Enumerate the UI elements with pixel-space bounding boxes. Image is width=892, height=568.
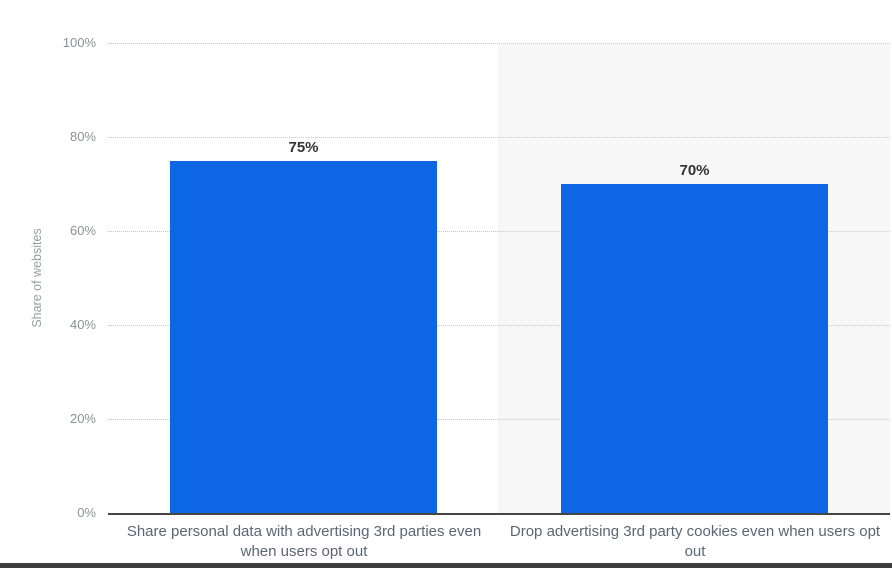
bar-column: 75% [170,43,437,513]
bar[interactable] [561,184,828,513]
gridline [108,325,890,326]
x-category-label: Drop advertising 3rd party cookies even … [509,523,881,560]
gridline [108,43,890,44]
bar-value-label: 75% [288,138,319,156]
y-tick-label: 80% [69,129,96,144]
y-tick-label: 0% [77,505,96,520]
gridline [108,419,890,420]
plot-area: 75% 70% Share personal data with adverti… [108,43,890,560]
y-tick-label: 40% [69,317,96,332]
y-tick-label: 100% [62,35,96,50]
gridline [108,231,890,232]
y-axis-title: Share of websites [30,228,44,328]
bar-value-label: 70% [679,162,710,179]
y-tick-label: 20% [69,411,96,426]
y-tick-label: 60% [69,223,96,238]
x-category-label: Share personal data with advertising 3rd… [126,523,482,560]
bar[interactable] [170,160,437,513]
gridline [108,137,890,138]
bar-column: 70% [561,43,828,513]
footer-bar [0,563,892,568]
